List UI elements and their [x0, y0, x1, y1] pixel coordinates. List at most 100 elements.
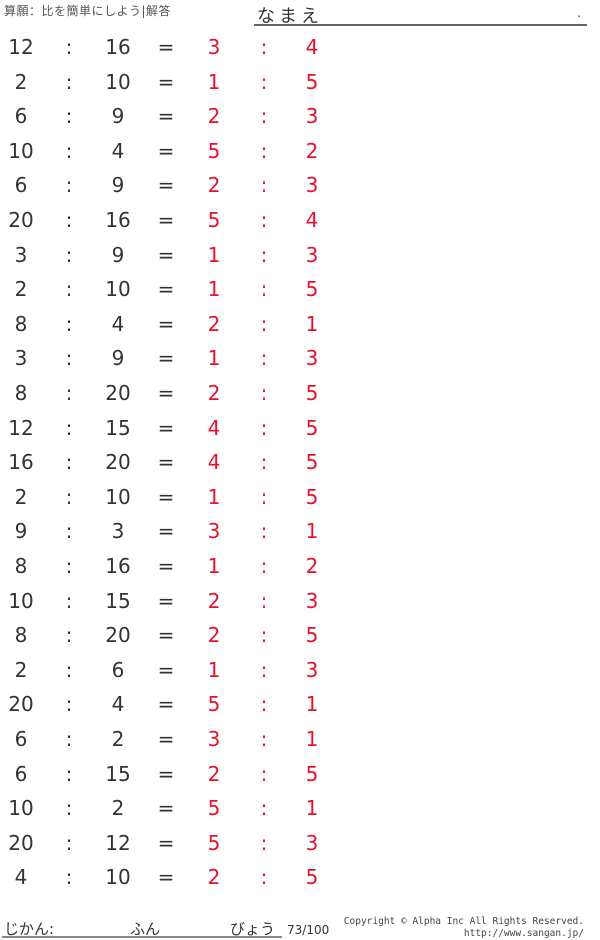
answer-c: 2	[207, 865, 221, 890]
equals-sign: =	[157, 346, 175, 371]
term-b: 15	[105, 415, 131, 440]
colon: :	[65, 519, 73, 544]
term-a: 10	[8, 138, 34, 163]
term-a: 12	[8, 415, 34, 440]
colon: :	[65, 69, 73, 94]
colon: :	[260, 277, 268, 302]
equals-sign: =	[157, 554, 175, 578]
answer-c: 1	[207, 657, 221, 682]
term-a: 8	[14, 311, 28, 336]
equals-sign: =	[157, 692, 175, 717]
term-b: 20	[105, 450, 131, 475]
answer-d: 2	[305, 138, 319, 163]
colon: :	[65, 208, 73, 232]
answer-c: 5	[207, 692, 221, 717]
answer-d: 1	[305, 692, 319, 717]
answer-c: 1	[207, 69, 221, 94]
problem-row: 2: 10 = 1: 5	[0, 272, 340, 306]
answer-c: 1	[207, 277, 221, 302]
colon: :	[65, 865, 73, 890]
equals-sign: =	[157, 865, 175, 890]
problem-row: 8: 4 = 2: 1	[0, 307, 340, 341]
colon: :	[260, 311, 268, 336]
answer-c: 1	[207, 242, 221, 267]
problem-row: 10: 2 = 5: 1	[0, 791, 340, 825]
answer-c: 4	[207, 450, 221, 475]
term-a: 2	[14, 277, 28, 302]
equals-sign: =	[157, 208, 175, 232]
answer-d: 5	[305, 415, 319, 440]
answer-d: 3	[305, 242, 319, 267]
equals-sign: =	[157, 69, 175, 94]
answer-d: 3	[305, 830, 319, 855]
problem-row: 2: 6 = 1: 3	[0, 653, 340, 687]
colon: :	[260, 484, 268, 509]
answer-d: 1	[305, 311, 319, 336]
term-a: 8	[14, 554, 28, 578]
time-label: じかん:	[4, 920, 55, 938]
answer-d: 3	[305, 588, 319, 613]
answer-d: 5	[305, 450, 319, 475]
equals-sign: =	[157, 173, 175, 198]
answer-c: 3	[207, 727, 221, 751]
equals-sign: =	[157, 381, 175, 405]
answer-c: 5	[207, 208, 221, 232]
equals-sign: =	[157, 104, 175, 129]
term-a: 3	[14, 346, 28, 371]
equals-sign: =	[157, 415, 175, 440]
answer-d: 3	[305, 346, 319, 371]
problem-row: 16: 20 = 4: 5	[0, 445, 340, 479]
answer-c: 2	[207, 588, 221, 613]
colon: :	[65, 657, 73, 682]
colon: :	[65, 692, 73, 717]
answer-d: 5	[305, 484, 319, 509]
answer-c: 3	[207, 519, 221, 544]
equals-sign: =	[157, 588, 175, 613]
term-a: 8	[14, 381, 28, 405]
equals-sign: =	[157, 242, 175, 267]
equals-sign: =	[157, 830, 175, 855]
term-b: 2	[111, 796, 125, 821]
colon: :	[260, 865, 268, 890]
equals-sign: =	[157, 761, 175, 786]
colon: :	[65, 484, 73, 509]
problem-row: 20: 16 = 5: 4	[0, 203, 340, 237]
colon: :	[260, 727, 268, 751]
answer-c: 1	[207, 484, 221, 509]
answer-d: 1	[305, 519, 319, 544]
colon: :	[260, 242, 268, 267]
equals-sign: =	[157, 311, 175, 336]
page-number: 73/100	[287, 923, 330, 937]
colon: :	[260, 450, 268, 475]
answer-c: 5	[207, 830, 221, 855]
answer-c: 1	[207, 554, 221, 578]
term-a: 6	[14, 727, 28, 751]
term-b: 9	[111, 346, 125, 371]
term-a: 6	[14, 173, 28, 198]
colon: :	[260, 623, 268, 648]
problem-row: 4: 10 = 2: 5	[0, 860, 340, 894]
colon: :	[260, 104, 268, 129]
problem-row: 20: 12 = 5: 3	[0, 826, 340, 860]
term-b: 20	[105, 381, 131, 405]
answer-c: 2	[207, 311, 221, 336]
colon: :	[260, 761, 268, 786]
colon: :	[65, 761, 73, 786]
site-url: http://www.sangan.jp/	[463, 928, 584, 939]
term-b: 9	[111, 173, 125, 198]
colon: :	[65, 104, 73, 129]
term-a: 2	[14, 69, 28, 94]
colon: :	[260, 381, 268, 405]
term-b: 16	[105, 554, 131, 578]
colon: :	[260, 173, 268, 198]
seconds-label: びょう	[230, 920, 276, 938]
term-a: 20	[8, 208, 34, 232]
equals-sign: =	[157, 35, 175, 59]
problem-row: 6: 2 = 3: 1	[0, 722, 340, 756]
colon: :	[65, 588, 73, 613]
term-b: 20	[105, 623, 131, 648]
problem-row: 12: 16 = 3: 4	[0, 30, 340, 64]
copyright: Copyright © Alpha Inc All Rights Reserve…	[344, 916, 584, 940]
term-a: 10	[8, 588, 34, 613]
equals-sign: =	[157, 277, 175, 302]
